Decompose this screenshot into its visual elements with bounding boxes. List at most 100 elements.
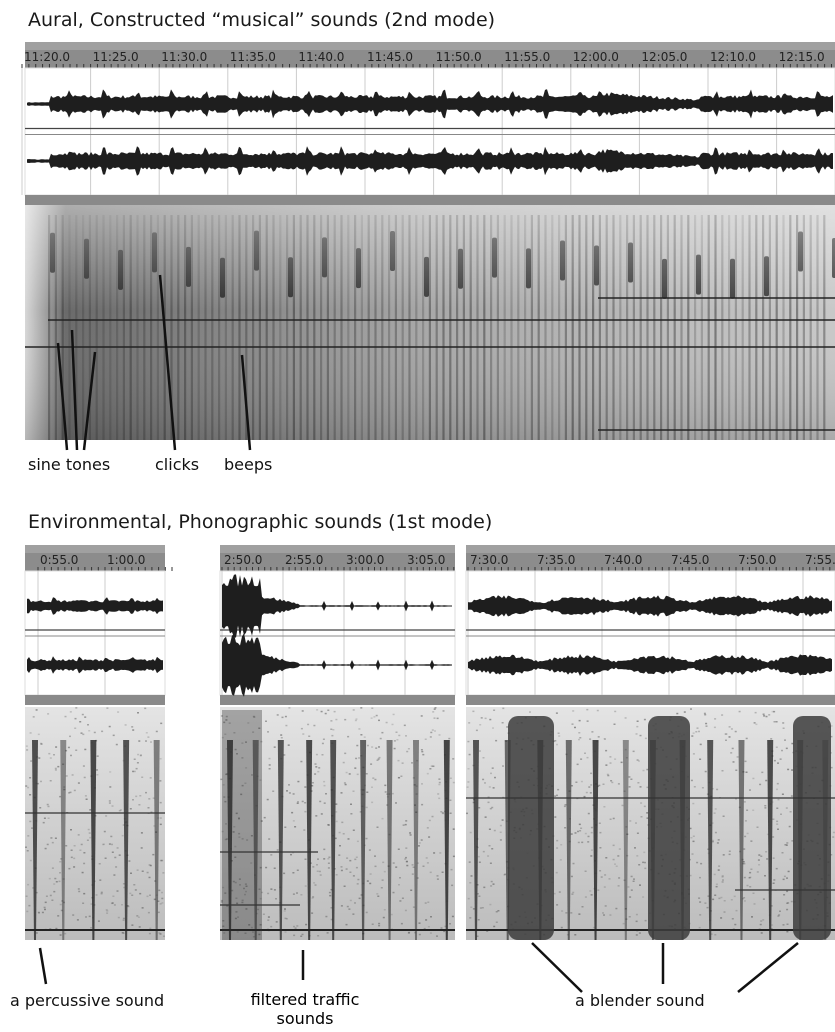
noise <box>138 804 140 806</box>
noise <box>693 753 695 755</box>
noise <box>437 793 439 795</box>
noise <box>401 923 403 925</box>
noise <box>440 811 442 813</box>
noise <box>705 771 707 773</box>
noise <box>277 849 279 851</box>
noise <box>641 816 643 818</box>
noise <box>564 827 566 829</box>
noise <box>599 870 601 872</box>
noise <box>421 751 423 753</box>
noise <box>96 774 98 776</box>
noise <box>148 798 150 800</box>
noise <box>82 903 84 905</box>
noise <box>791 901 793 903</box>
noise <box>428 926 430 928</box>
noise <box>478 807 480 809</box>
noise <box>324 802 326 804</box>
noise <box>438 778 440 780</box>
noise <box>162 872 164 874</box>
noise <box>479 862 481 864</box>
noise <box>136 915 138 917</box>
noise <box>86 799 88 801</box>
timeline-label: 0:55.0 <box>40 553 78 567</box>
noise <box>360 734 362 736</box>
noise <box>490 773 492 775</box>
noise <box>723 816 725 818</box>
noise <box>618 877 620 879</box>
noise <box>402 898 404 900</box>
noise <box>45 848 47 850</box>
noise <box>350 804 352 806</box>
noise <box>302 934 304 936</box>
noise <box>81 844 83 846</box>
noise <box>646 812 648 814</box>
noise <box>136 768 138 770</box>
noise <box>327 858 329 860</box>
noise <box>300 761 302 763</box>
noise <box>344 753 346 755</box>
noise <box>103 844 105 846</box>
noise <box>38 734 40 736</box>
timeline-label: 12:00.0 <box>573 50 619 64</box>
noise <box>147 896 149 898</box>
noise <box>645 920 647 922</box>
noise <box>29 821 31 823</box>
noise <box>339 832 341 834</box>
noise <box>745 820 747 822</box>
noise <box>123 932 125 934</box>
noise <box>764 875 766 877</box>
noise <box>73 866 75 868</box>
noise <box>591 731 593 733</box>
noise <box>611 782 613 784</box>
noise <box>577 831 579 833</box>
noise <box>699 927 701 929</box>
noise <box>485 816 487 818</box>
noise <box>296 925 298 927</box>
noise <box>684 711 686 713</box>
noise <box>70 711 72 713</box>
noise <box>69 736 71 738</box>
noise <box>427 827 429 829</box>
noise <box>78 891 80 893</box>
noise <box>289 792 291 794</box>
noise <box>65 845 67 847</box>
noise <box>265 867 267 869</box>
noise <box>267 893 269 895</box>
noise <box>419 842 421 844</box>
noise <box>572 723 574 725</box>
noise <box>138 917 140 919</box>
noise <box>141 832 143 834</box>
noise <box>556 840 558 842</box>
noise <box>490 808 492 810</box>
noise <box>575 782 577 784</box>
noise <box>783 728 785 730</box>
noise <box>588 836 590 838</box>
noise <box>605 764 607 766</box>
noise <box>317 771 319 773</box>
noise <box>395 866 397 868</box>
noise <box>371 708 373 710</box>
noise <box>375 866 377 868</box>
noise <box>49 878 51 880</box>
noise <box>629 896 631 898</box>
noise <box>434 730 436 732</box>
noise <box>578 732 580 734</box>
noise <box>38 757 40 759</box>
noise <box>644 868 646 870</box>
noise <box>327 710 329 712</box>
noise <box>602 912 604 914</box>
noise <box>332 729 334 731</box>
noise <box>783 879 785 881</box>
noise <box>770 738 772 740</box>
noise <box>355 758 357 760</box>
noise <box>634 847 636 849</box>
noise <box>30 760 32 762</box>
noise <box>59 872 61 874</box>
noise <box>636 855 638 857</box>
noise <box>714 934 716 936</box>
noise <box>398 735 400 737</box>
noise <box>579 737 581 739</box>
noise <box>603 914 605 916</box>
noise <box>419 934 421 936</box>
noise <box>571 893 573 895</box>
